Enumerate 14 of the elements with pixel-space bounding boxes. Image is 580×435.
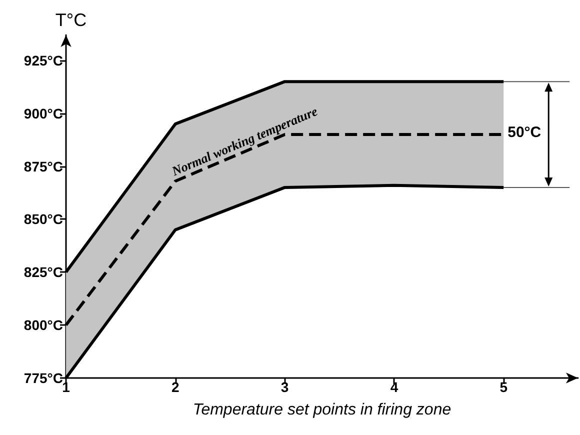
y-axis-title: T°C: [55, 10, 87, 30]
y-tick-label: 825°C: [24, 264, 63, 280]
x-tick-label: 4: [390, 379, 398, 395]
x-tick-label: 5: [500, 379, 508, 395]
annotation: 50°C: [508, 124, 542, 142]
x-tick-label: 2: [172, 379, 180, 395]
y-tick-label: 800°C: [24, 317, 63, 334]
y-tick-label: 925°C: [24, 52, 63, 68]
y-tick-label: 775°C: [24, 370, 63, 386]
y-tick-label: 875°C: [24, 158, 63, 174]
y-tick-label: 900°C: [24, 105, 63, 122]
x-axis-title: Temperature set points in firing zone: [192, 402, 452, 418]
y-tick-label: 850°C: [24, 211, 63, 228]
x-tick-label: 3: [280, 379, 289, 395]
